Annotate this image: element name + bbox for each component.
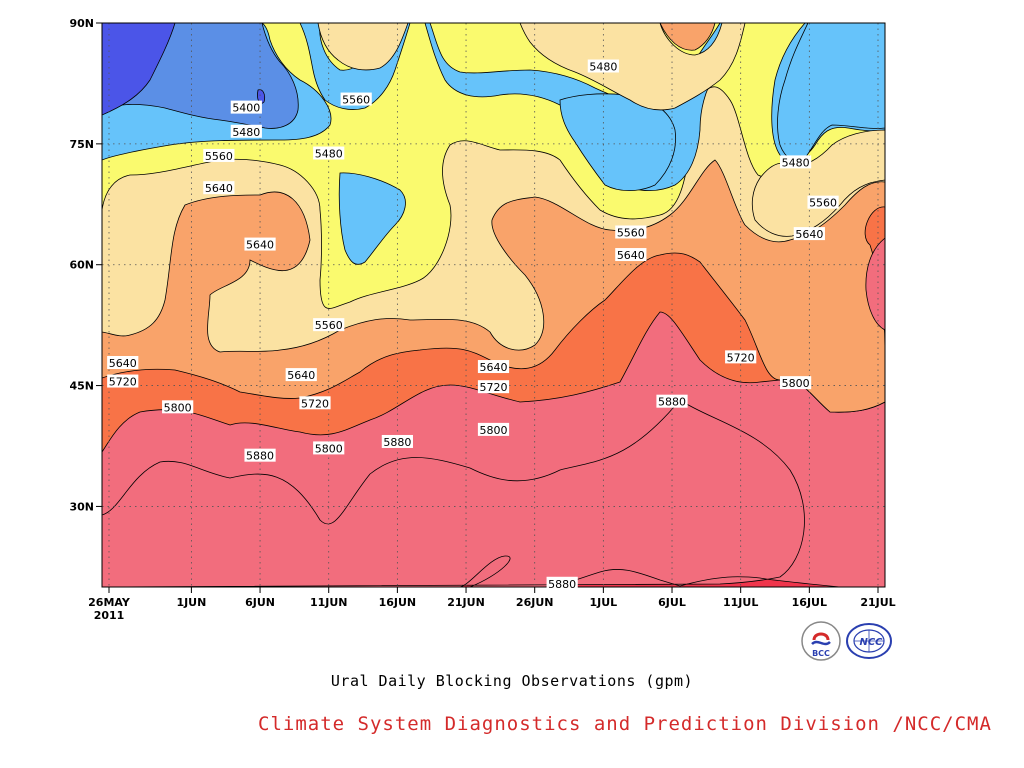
contour-label-bg-12 bbox=[299, 396, 331, 410]
contour-label-bg-11 bbox=[285, 368, 317, 382]
contour-label-bg-24 bbox=[725, 350, 757, 364]
contour-label-6: 5640 bbox=[246, 239, 274, 252]
contour-labels: 5400 5480 5560 5640 5480 5560 5640 5560 5640 5720… bbox=[107, 59, 839, 591]
contour-label-16: 5640 bbox=[480, 361, 508, 374]
contour-label-28: 5640 bbox=[795, 228, 823, 241]
contour-label-bg-8 bbox=[107, 356, 139, 370]
fill-5560-5640-east bbox=[751, 129, 885, 237]
contour-label-15: 5880 bbox=[383, 436, 411, 449]
contour-label-bg-14 bbox=[244, 448, 276, 462]
x-tick-label-8: 6JUL bbox=[658, 596, 686, 609]
contour-label-bg-28 bbox=[793, 227, 825, 241]
x-tick-label-4: 16JUN bbox=[379, 596, 417, 609]
contour-label-0: 5400 bbox=[232, 102, 260, 115]
fill-below-5400 bbox=[102, 23, 176, 116]
contour-label-4: 5480 bbox=[315, 148, 343, 161]
chart-caption: Ural Daily Blocking Observations (gpm) bbox=[330, 672, 694, 690]
contour-label-25: 5800 bbox=[782, 377, 810, 390]
contour-label-bg-23 bbox=[656, 394, 688, 408]
fill-5800-5880-east bbox=[865, 237, 885, 331]
contour-label-bg-1 bbox=[230, 124, 262, 138]
contour-label-bg-9 bbox=[107, 374, 139, 388]
contour-label-bg-7 bbox=[313, 318, 345, 332]
chart-svg: 26MAY 1JUN 6JUN 11JUN 16JUN 21JUN 26JUN 1JUL 6JU… bbox=[69, 17, 895, 622]
contour-label-14: 5880 bbox=[246, 450, 274, 463]
fill-5480-5560-north bbox=[102, 23, 885, 192]
plot-frame bbox=[101, 22, 886, 588]
contour-label-bg-6 bbox=[244, 237, 276, 251]
contour-label-bg-20 bbox=[587, 59, 619, 73]
contour-label-bg-18 bbox=[477, 422, 510, 436]
contour-label-26: 5480 bbox=[782, 156, 810, 169]
contour-label-bg-22 bbox=[615, 248, 647, 262]
contour-label-27: 5560 bbox=[809, 197, 837, 210]
fill-5640-5720-top bbox=[659, 23, 716, 51]
contour-label-bg-16 bbox=[477, 360, 510, 374]
bcc-logo: BCC bbox=[800, 620, 842, 662]
contour-label-22: 5640 bbox=[617, 249, 645, 262]
y-tick-label-2: 60N bbox=[69, 259, 94, 272]
contour-label-bg-19 bbox=[546, 576, 578, 590]
contour-label-bg-3 bbox=[203, 181, 235, 195]
x-tick-label-9: 11JUL bbox=[723, 596, 758, 609]
contour-label-bg-0 bbox=[230, 100, 262, 114]
contour-label-21: 5560 bbox=[617, 226, 645, 239]
contour-label-2: 5560 bbox=[205, 150, 233, 163]
axis-ticks: 26MAY 1JUN 6JUN 11JUN 16JUN 21JUN 26JUN 1JUL 6JU… bbox=[69, 17, 895, 622]
contour-label-3: 5640 bbox=[205, 182, 233, 195]
contour-label-bg-13 bbox=[313, 441, 345, 455]
contour-label-bg-26 bbox=[780, 155, 812, 169]
contour-label-bg-15 bbox=[381, 434, 413, 448]
credit-line: Climate System Diagnostics and Predictio… bbox=[258, 713, 992, 735]
y-tick-label-1: 75N bbox=[69, 138, 94, 151]
fill-below-5400-spot bbox=[257, 89, 266, 104]
x-tick-label-5: 21JUN bbox=[447, 596, 485, 609]
fill-5560-5640-top bbox=[317, 23, 409, 71]
contour-label-7: 5560 bbox=[315, 319, 343, 332]
ncc-logo-text: NCC bbox=[859, 637, 883, 648]
contour-label-12: 5720 bbox=[301, 397, 329, 410]
fill-5560-5640-top2 bbox=[519, 23, 746, 111]
contour-label-11: 5640 bbox=[287, 369, 315, 382]
x-tick-label-2: 6JUN bbox=[245, 596, 275, 609]
contour-label-20: 5480 bbox=[589, 61, 617, 74]
contour-label-17: 5720 bbox=[480, 381, 508, 394]
contour-label-5: 5560 bbox=[342, 94, 370, 107]
y-tick-label-4: 30N bbox=[69, 500, 94, 513]
contour-label-bg-5 bbox=[340, 92, 372, 106]
contour-label-23: 5880 bbox=[658, 396, 686, 409]
contour-label-bg-27 bbox=[807, 195, 839, 209]
x-tick-label-3: 11JUN bbox=[310, 596, 348, 609]
x-tick-label-6: 26JUN bbox=[516, 596, 554, 609]
ncc-logo: NCC bbox=[845, 622, 893, 660]
contour-label-bg-17 bbox=[477, 380, 510, 394]
contour-label-bg-4 bbox=[313, 146, 345, 160]
contour-label-19: 5880 bbox=[548, 578, 576, 591]
contour-label-8: 5640 bbox=[109, 357, 137, 370]
contour-label-10: 5800 bbox=[164, 401, 192, 414]
y-tick-label-0: 90N bbox=[69, 17, 94, 30]
contour-label-bg-21 bbox=[615, 225, 647, 239]
x-year-label: 2011 bbox=[94, 609, 125, 622]
contour-label-18: 5800 bbox=[480, 424, 508, 437]
contour-label-bg-25 bbox=[780, 376, 812, 390]
contour-label-bg-10 bbox=[162, 400, 194, 414]
y-tick-label-3: 45N bbox=[69, 380, 94, 393]
contour-fills bbox=[102, 23, 885, 587]
bcc-logo-text: BCC bbox=[812, 649, 830, 658]
contour-label-9: 5720 bbox=[109, 376, 137, 389]
x-tick-label-0: 26MAY bbox=[88, 596, 131, 609]
x-tick-label-7: 1JUL bbox=[590, 596, 618, 609]
x-tick-label-11: 21JUL bbox=[860, 596, 895, 609]
contour-label-13: 5800 bbox=[315, 442, 343, 455]
x-tick-label-1: 1JUN bbox=[176, 596, 206, 609]
contour-label-24: 5720 bbox=[727, 351, 755, 364]
contour-label-bg-2 bbox=[203, 148, 235, 162]
fill-5480-5560-center bbox=[338, 172, 406, 265]
x-tick-label-10: 16JUL bbox=[792, 596, 827, 609]
contour-label-1: 5480 bbox=[232, 126, 260, 139]
